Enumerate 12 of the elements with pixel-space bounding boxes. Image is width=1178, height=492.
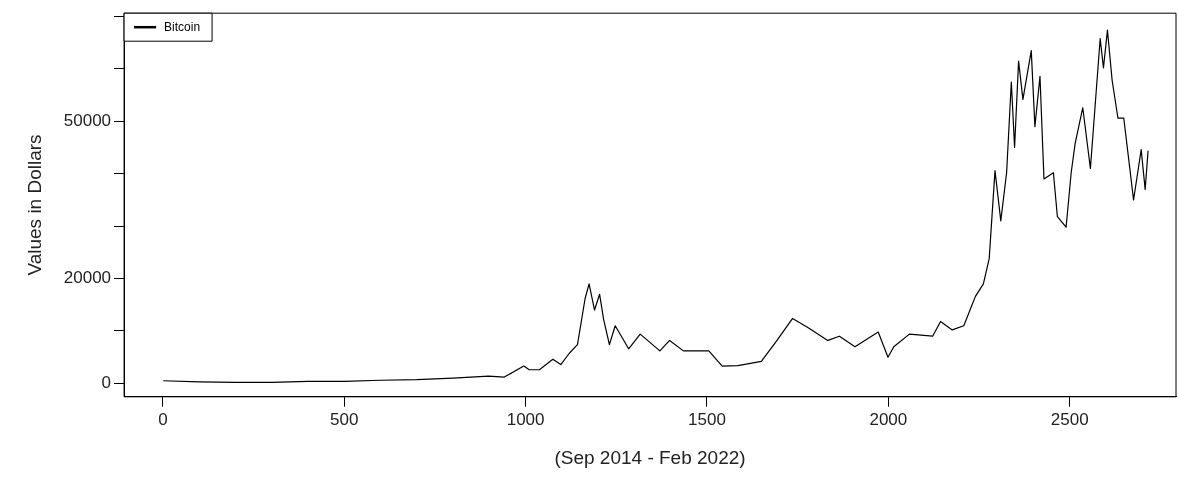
y-tick-label: 50000 bbox=[63, 111, 112, 131]
x-tick-label: 500 bbox=[330, 409, 359, 429]
x-tick-label: 1000 bbox=[506, 409, 545, 429]
x-tick-label: 1500 bbox=[688, 409, 726, 429]
x-axis-title: (Sep 2014 - Feb 2022) bbox=[554, 446, 746, 468]
y-tick-label: 20000 bbox=[63, 268, 112, 288]
legend-label: Bitcoin bbox=[164, 19, 201, 34]
x-tick-label: 2500 bbox=[1050, 409, 1089, 429]
y-axis-title: Values in Dollars bbox=[23, 134, 45, 276]
x-tick-label: 0 bbox=[158, 409, 168, 429]
y-tick-label: 0 bbox=[101, 373, 112, 393]
x-tick-label: 2000 bbox=[869, 409, 908, 429]
